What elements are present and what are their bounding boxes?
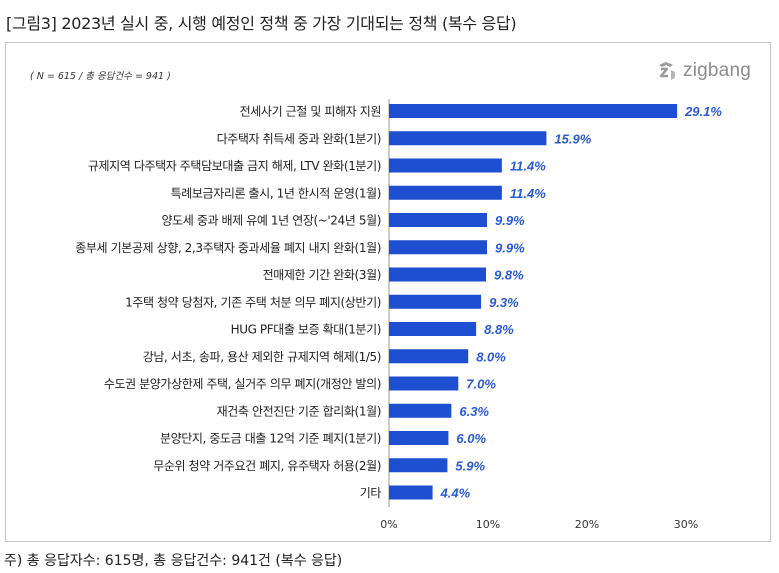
- bar: [389, 349, 469, 364]
- value-label: 29.1%: [684, 104, 722, 119]
- value-label: 8.8%: [484, 322, 514, 337]
- brand-logo: zigbang: [656, 60, 751, 82]
- bar: [389, 294, 482, 309]
- chart-title: [그림3] 2023년 실시 중, 시행 예정인 정책 중 가장 기대되는 정책…: [6, 14, 517, 33]
- category-label: 수도권 분양가상한제 주택, 실거주 의무 폐지(개정안 발의): [104, 377, 381, 391]
- value-label: 9.8%: [494, 268, 524, 283]
- bar: [389, 158, 502, 173]
- category-label: 종부세 기본공제 상향, 2,3주택자 중과세율 폐지 내지 완화(1월): [75, 241, 381, 255]
- category-label: 기타: [360, 486, 382, 500]
- zigbang-logo-icon: [659, 62, 676, 80]
- value-label: 9.9%: [495, 213, 525, 228]
- value-label: 15.9%: [554, 131, 591, 146]
- value-label: 6.0%: [456, 431, 486, 446]
- category-label: 다주택자 취득세 중과 완화(1분기): [217, 132, 381, 146]
- value-label: 11.4%: [510, 159, 546, 174]
- value-label: 8.0%: [476, 349, 506, 364]
- category-label: 전세사기 근절 및 피해자 지원: [240, 105, 381, 119]
- category-label: 강남, 서초, 송파, 용산 제외한 규제지역 해제(1/5): [143, 350, 381, 364]
- category-label: 무순위 청약 거주요건 폐지, 유주택자 허용(2월): [153, 458, 381, 473]
- x-tick-label: 20%: [575, 518, 599, 531]
- x-tick-label: 0%: [380, 518, 397, 531]
- category-label: HUG PF대출 보증 확대(1분기): [231, 323, 381, 337]
- x-tick-label: 30%: [674, 518, 698, 531]
- bar: [389, 267, 487, 282]
- brand-name: zigbang: [683, 60, 751, 81]
- category-label: 분양단지, 중도금 대출 12억 기준 폐지(1분기): [160, 432, 381, 446]
- category-label: 1주택 청약 당첨자, 기존 주택 처분 의무 폐지(상반기): [125, 294, 381, 309]
- bar: [389, 131, 547, 146]
- chart-panel: [5, 42, 771, 542]
- value-label: 5.9%: [455, 458, 485, 473]
- bar: [389, 485, 433, 500]
- bar: [389, 322, 477, 336]
- bar: [389, 185, 502, 200]
- value-label: 7.0%: [466, 377, 496, 392]
- bar: [389, 458, 448, 473]
- category-label: 양도세 중과 배제 유예 1년 연장(~'24년 5월): [161, 214, 381, 228]
- value-label: 11.4%: [510, 186, 546, 201]
- value-label: 4.4%: [440, 486, 471, 501]
- category-label: 규제지역 다주택자 주택담보대출 금지 해제, LTV 완화(1분기): [88, 159, 381, 173]
- value-label: 6.3%: [459, 404, 489, 419]
- bar: [389, 213, 488, 227]
- x-tick-label: 10%: [476, 518, 500, 531]
- bar: [389, 403, 452, 418]
- category-label: 재건축 안전진단 기준 합리화(1월): [217, 404, 381, 418]
- bar: [389, 104, 678, 118]
- category-label: 특례보금자리론 출시, 1년 한시적 운영(1월): [171, 186, 381, 200]
- category-label: 전매제한 기간 완화(3월): [263, 268, 381, 282]
- value-label: 9.3%: [489, 295, 519, 310]
- sample-size-note: ( N = 615 / 총 응답건수 = 941 ): [30, 71, 171, 82]
- value-label: 9.9%: [495, 240, 525, 255]
- footnote: 주) 총 응답자수: 615명, 총 응답건수: 941건 (복수 응답): [4, 553, 343, 569]
- bar: [389, 240, 488, 255]
- bar: [389, 376, 459, 391]
- bar: [389, 431, 449, 445]
